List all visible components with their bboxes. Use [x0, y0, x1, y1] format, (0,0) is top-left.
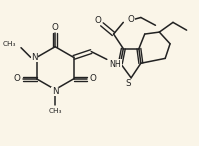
Text: CH₃: CH₃ — [3, 41, 16, 47]
Text: S: S — [125, 79, 131, 88]
Text: O: O — [95, 16, 101, 25]
Text: O: O — [127, 15, 134, 24]
Text: N: N — [52, 87, 58, 96]
Text: CH₃: CH₃ — [48, 108, 62, 114]
Text: O: O — [14, 74, 20, 83]
Text: O: O — [90, 74, 97, 83]
Text: NH: NH — [110, 60, 121, 69]
Text: N: N — [31, 53, 38, 62]
Text: O: O — [52, 23, 59, 32]
